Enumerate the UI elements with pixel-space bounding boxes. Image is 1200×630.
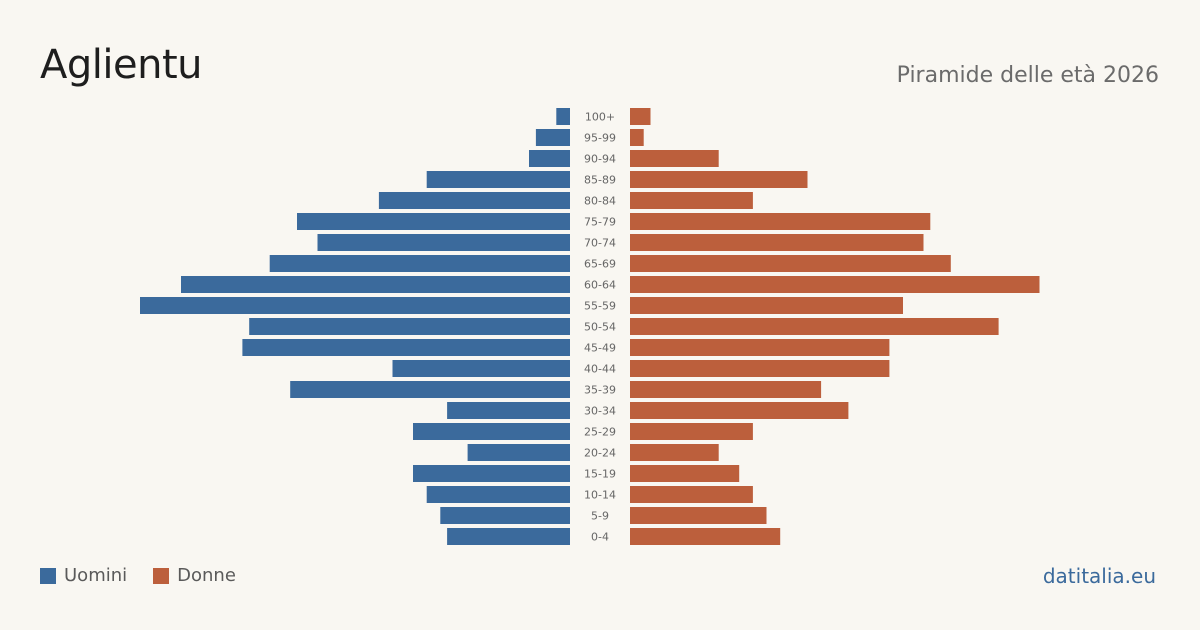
- legend-swatch-men: [40, 567, 56, 584]
- bar-men-90-94: [529, 150, 570, 167]
- bar-women-60-64: [630, 276, 1040, 293]
- bar-women-35-39: [630, 381, 822, 398]
- age-group-label: 75-79: [584, 216, 616, 229]
- age-group-label: 25-29: [584, 426, 616, 439]
- bar-men-75-79: [297, 213, 570, 230]
- bar-women-55-59: [630, 297, 903, 314]
- page-title: Aglientu: [40, 42, 202, 88]
- bar-men-35-39: [290, 381, 570, 398]
- age-group-label: 80-84: [584, 195, 616, 208]
- bar-men-40-44: [392, 360, 570, 377]
- bar-men-65-69: [269, 255, 570, 272]
- bar-women-0-4: [630, 528, 781, 545]
- bar-women-100+: [630, 108, 651, 125]
- age-group-label: 90-94: [584, 153, 616, 166]
- bar-men-15-19: [413, 465, 570, 482]
- bar-men-80-84: [378, 192, 570, 209]
- age-group-label: 30-34: [584, 405, 616, 418]
- brand-link[interactable]: datitalia.eu: [1042, 564, 1156, 588]
- bar-men-85-89: [426, 171, 570, 188]
- bar-men-50-54: [249, 318, 570, 335]
- legend-label-women: Donne: [177, 565, 236, 586]
- bar-men-0-4: [447, 528, 570, 545]
- age-group-label: 50-54: [584, 321, 616, 334]
- age-group-label: 15-19: [584, 468, 616, 481]
- bar-men-5-9: [440, 507, 570, 524]
- bar-men-30-34: [447, 402, 570, 419]
- bar-women-50-54: [630, 318, 999, 335]
- bar-men-70-74: [317, 234, 570, 251]
- age-group-label: 55-59: [584, 300, 616, 313]
- bar-women-25-29: [630, 423, 753, 440]
- bar-men-60-64: [181, 276, 570, 293]
- bar-women-90-94: [630, 150, 719, 167]
- legend-swatch-women: [153, 567, 170, 584]
- bar-women-75-79: [630, 213, 931, 230]
- bar-men-55-59: [140, 297, 570, 314]
- bar-women-65-69: [630, 255, 951, 272]
- bar-women-30-34: [630, 402, 849, 419]
- age-group-label: 70-74: [584, 237, 616, 250]
- bar-men-25-29: [413, 423, 570, 440]
- bar-women-95-99: [630, 129, 644, 146]
- age-group-label: 95-99: [584, 132, 616, 145]
- age-group-label: 85-89: [584, 174, 616, 187]
- age-group-label: 0-4: [591, 531, 609, 544]
- bar-women-20-24: [630, 444, 719, 461]
- legend-item-women: Donne: [153, 565, 236, 586]
- bar-women-80-84: [630, 192, 753, 209]
- bar-women-5-9: [630, 507, 767, 524]
- bar-women-45-49: [630, 339, 890, 356]
- age-group-label: 10-14: [584, 489, 616, 502]
- age-group-label: 40-44: [584, 363, 616, 376]
- age-group-label: 20-24: [584, 447, 616, 460]
- bar-women-15-19: [630, 465, 740, 482]
- age-group-label: 45-49: [584, 342, 616, 355]
- bar-men-95-99: [535, 129, 570, 146]
- bar-men-100+: [556, 108, 570, 125]
- age-group-label: 35-39: [584, 384, 616, 397]
- legend-label-men: Uomini: [64, 565, 128, 586]
- bar-men-10-14: [426, 486, 570, 503]
- chart-legend: Uomini Donne: [40, 565, 262, 586]
- bar-men-20-24: [467, 444, 570, 461]
- bar-women-85-89: [630, 171, 808, 188]
- bar-women-70-74: [630, 234, 924, 251]
- chart-subtitle: Piramide delle età 2026: [896, 63, 1159, 88]
- bar-women-40-44: [630, 360, 890, 377]
- bar-men-45-49: [242, 339, 570, 356]
- legend-item-men: Uomini: [40, 565, 127, 586]
- age-group-label: 5-9: [591, 510, 609, 523]
- age-group-label: 60-64: [584, 279, 616, 292]
- age-group-label: 65-69: [584, 258, 616, 271]
- bar-women-10-14: [630, 486, 753, 503]
- age-group-label: 100+: [585, 111, 615, 124]
